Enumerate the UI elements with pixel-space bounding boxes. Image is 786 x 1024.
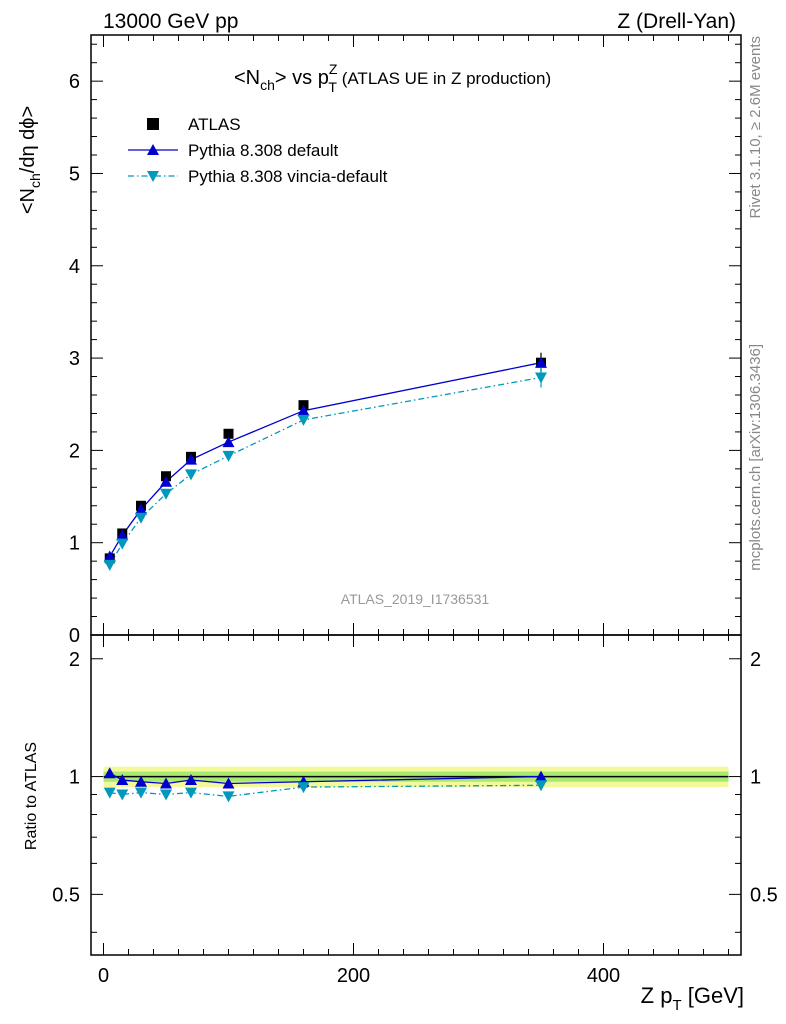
- energy-label: 13000 GeV pp: [103, 10, 238, 33]
- ratio-y-tick-label: 1: [750, 767, 761, 789]
- data-point: [222, 436, 235, 448]
- ratio-point: [103, 767, 116, 779]
- x-tick-label: 400: [587, 965, 620, 987]
- ratio-point: [135, 787, 147, 799]
- series-line-2: [109, 376, 542, 566]
- ratio-panel-frame: [90, 634, 742, 956]
- ratio-point: [160, 777, 172, 789]
- y-tick-label: 1: [69, 533, 80, 555]
- legend-label: Pythia 8.308 vincia-default: [188, 167, 388, 186]
- mcplots-label: mcplots.cern.ch [arXiv:1306.3436]: [747, 344, 764, 571]
- data-point: [103, 550, 116, 562]
- data-point: [116, 529, 129, 541]
- y-axis-label-top: <Nch/dη dϕ>: [17, 106, 43, 214]
- data-point: [223, 428, 234, 439]
- process-label: Z (Drell-Yan): [617, 10, 736, 33]
- data-point: [185, 469, 197, 481]
- ratio-point: [297, 782, 310, 794]
- data-point: [116, 538, 129, 550]
- y-tick-label: 6: [69, 71, 80, 93]
- legend-label: Pythia 8.308 default: [188, 141, 339, 160]
- data-point: [297, 414, 310, 426]
- y-tick-label: 0: [69, 625, 80, 647]
- data-point: [222, 450, 235, 462]
- y-tick-label: 3: [69, 348, 80, 370]
- ratio-y-tick-label: 2: [750, 649, 761, 671]
- x-tick-label: 0: [98, 965, 109, 987]
- ratio-point: [185, 787, 197, 799]
- ratio-point: [535, 770, 547, 782]
- ratio-y-tick-label: 1: [69, 767, 80, 789]
- data-point: [535, 372, 547, 384]
- ratio-point: [116, 773, 129, 785]
- data-point: [103, 559, 116, 571]
- ratio-point: [135, 775, 147, 787]
- plot-title: <Nch> vs pZ T (ATLAS UE in Z production): [234, 61, 551, 95]
- data-point: [297, 404, 310, 416]
- data-point: [135, 512, 147, 524]
- legend-label: ATLAS: [188, 115, 241, 134]
- legend-marker: [147, 171, 159, 182]
- series-line-1: [109, 362, 542, 557]
- x-tick-label: 200: [337, 965, 370, 987]
- ratio-point: [160, 789, 172, 801]
- ratio-point: [222, 777, 235, 789]
- analysis-id: ATLAS_2019_I1736531: [341, 591, 490, 607]
- legend-marker: [147, 118, 159, 130]
- ratio-point: [103, 787, 116, 799]
- legend: ATLAS Pythia 8.308 default Pythia 8.308 vi…: [128, 115, 388, 186]
- ratio-point: [185, 773, 197, 785]
- data-point: [135, 503, 147, 515]
- legend-marker: [147, 144, 159, 155]
- data-point: [535, 356, 547, 368]
- y-axis-label-ratio: Ratio to ATLAS: [23, 742, 40, 850]
- ratio-y-tick-label: 0.5: [750, 884, 778, 906]
- x-axis-label: Z pT [GeV]: [641, 983, 744, 1014]
- y-tick-label: 2: [69, 440, 80, 462]
- y-tick-label: 4: [69, 256, 80, 278]
- y-tick-label: 5: [69, 163, 80, 185]
- ratio-point: [116, 789, 129, 801]
- rivet-label: Rivet 3.1.10, ≥ 2.6M events: [747, 36, 764, 219]
- ratio-y-tick-label: 0.5: [52, 884, 80, 906]
- ratio-point: [535, 780, 547, 792]
- data-point: [160, 488, 172, 500]
- ratio-y-tick-label: 2: [69, 649, 80, 671]
- data-point: [160, 475, 172, 487]
- data-point: [185, 453, 197, 465]
- ratio-point: [222, 791, 235, 803]
